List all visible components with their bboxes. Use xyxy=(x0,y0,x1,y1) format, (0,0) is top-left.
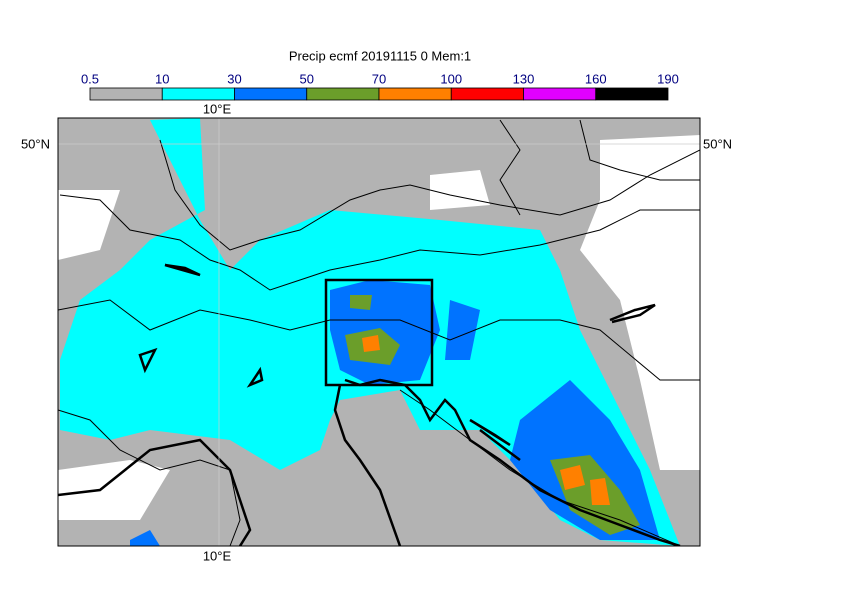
colorbar-tick-label: 130 xyxy=(513,71,535,86)
colorbar-segment xyxy=(234,87,308,101)
colorbar-tick-label: 100 xyxy=(440,71,462,86)
focus-box xyxy=(324,278,434,387)
colorbar: 0.5 10 30 50 70 100 130 160 190 xyxy=(81,71,679,101)
colorbar-tick-label: 190 xyxy=(657,71,679,86)
colorbar-tick-label: 30 xyxy=(227,71,241,86)
colorbar-tick-label: 10 xyxy=(155,71,169,86)
colorbar-segment xyxy=(450,87,524,101)
lon-label-bottom: 10°E xyxy=(203,548,232,563)
colorbar-segment xyxy=(306,87,380,101)
colorbar-tick-label: 160 xyxy=(585,71,607,86)
map-frame xyxy=(57,117,701,547)
lat-label-left: 50°N xyxy=(21,136,50,151)
colorbar-tick-label: 0.5 xyxy=(81,71,99,86)
colorbar-segment xyxy=(161,87,235,101)
borders xyxy=(58,119,700,546)
coastline xyxy=(58,263,681,546)
precip-field xyxy=(58,118,700,546)
colorbar-segment xyxy=(595,87,669,101)
colorbar-segment xyxy=(89,87,163,101)
lon-label-top: 10°E xyxy=(203,101,232,116)
title: Precip ecmf 20191115 0 Mem:1 xyxy=(289,48,471,63)
map: 10°E 10°E 50°N 50°N xyxy=(21,101,732,563)
colorbar-segment xyxy=(523,87,597,101)
colorbar-tick-label: 70 xyxy=(372,71,386,86)
colorbar-tick-label: 50 xyxy=(300,71,314,86)
colorbar-segment xyxy=(378,87,452,101)
lat-label-right: 50°N xyxy=(703,136,732,151)
